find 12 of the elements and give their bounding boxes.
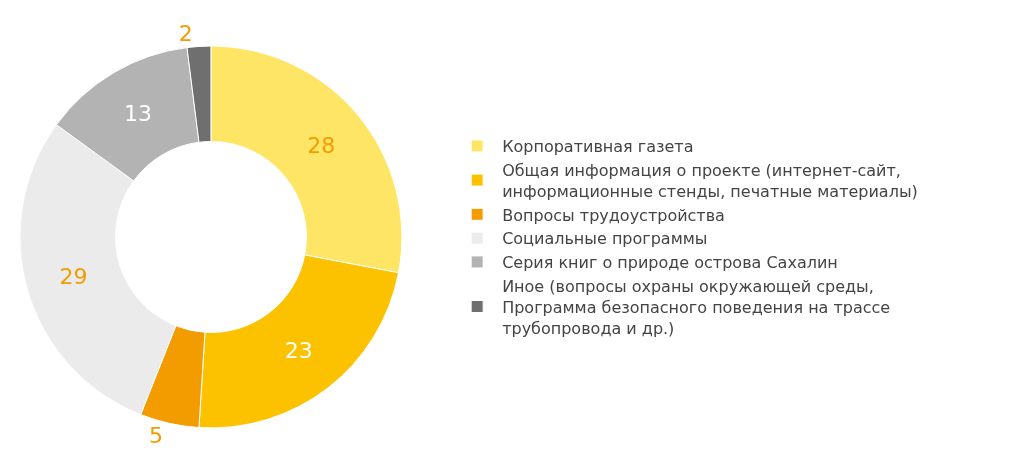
data-label: 2 [178,21,193,47]
data-label: 28 [307,133,336,159]
legend-label: Серия книг о природе острова Сахалин [502,253,838,273]
data-label: 5 [149,422,164,448]
legend-label: Социальные программы [502,229,708,249]
data-label: 23 [284,337,313,363]
legend-label: Корпоративная газета [502,137,694,157]
data-label: 13 [124,101,153,127]
legend-label: Иное (вопросы охраны окружающей среды, Программа безопасного поведения на трассе трубопровода и др.) [502,276,891,338]
legend-label: Общая информация о проекте (интернет-сайт, информационные стенды, печатные материалы) [502,160,918,201]
legend-label: Вопросы трудоустройства [502,205,725,225]
data-label: 29 [59,264,88,290]
